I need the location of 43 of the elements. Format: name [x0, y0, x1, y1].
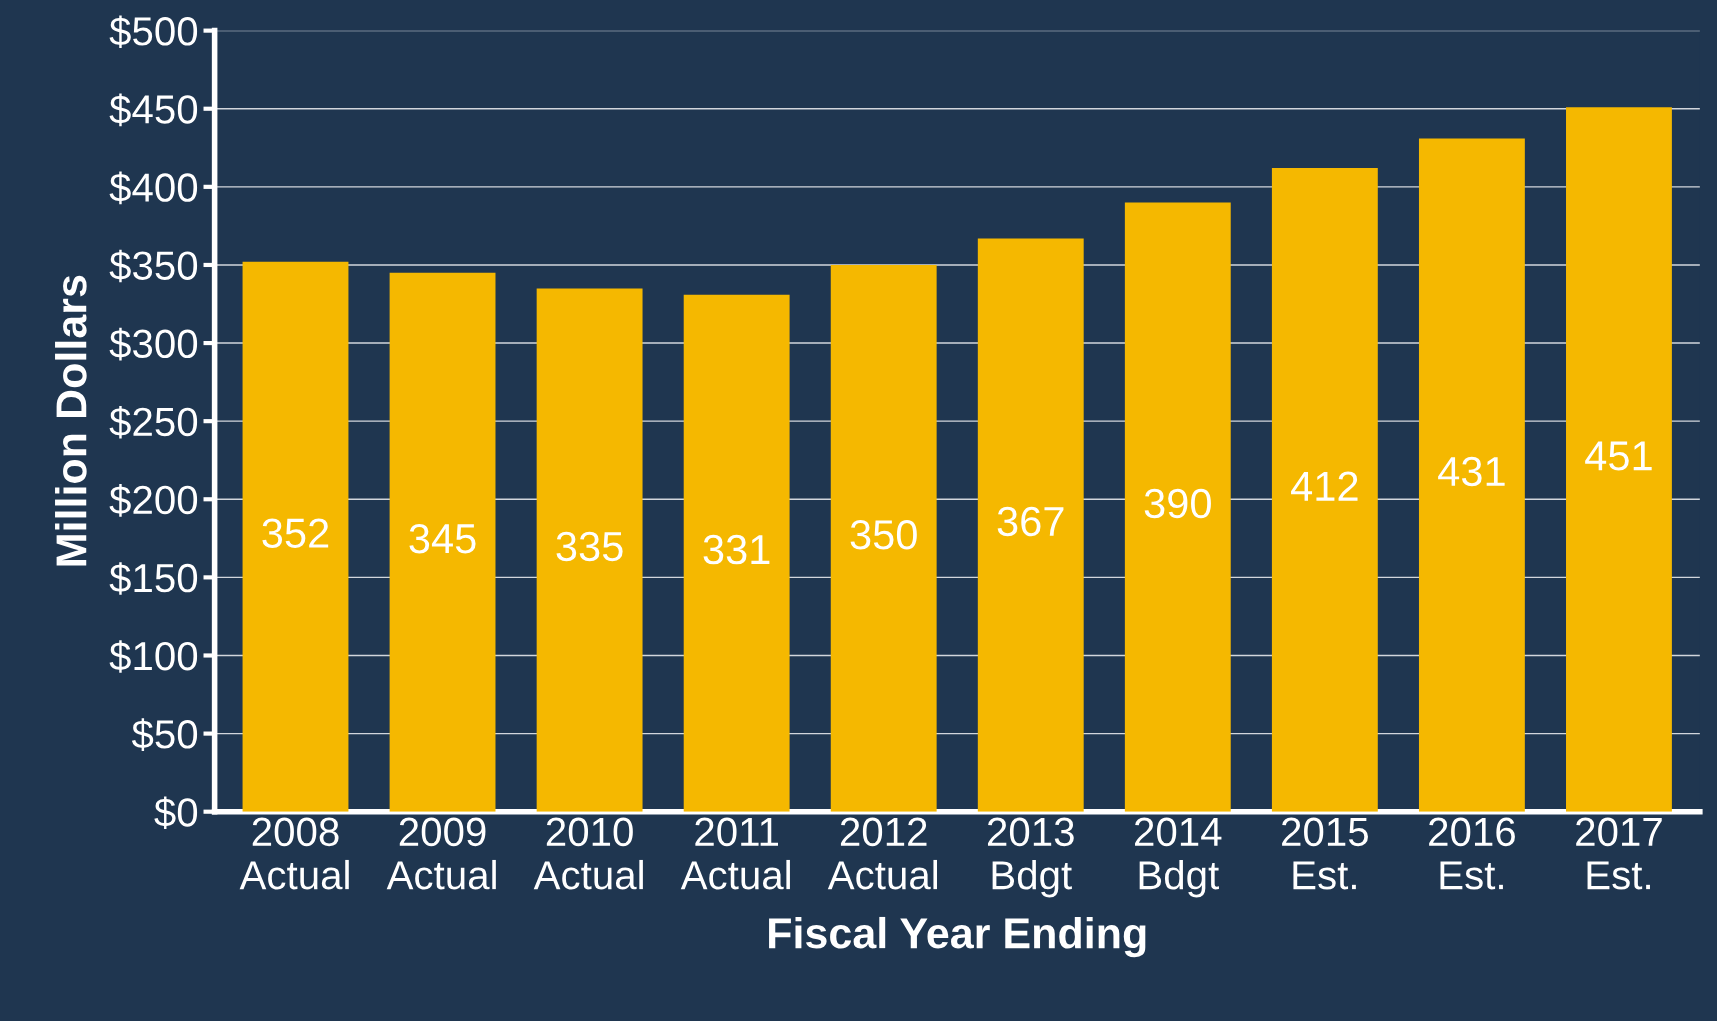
x-tick-label: 2009 Actual	[386, 817, 496, 890]
bar	[242, 261, 349, 812]
y-tick-label: $400	[109, 171, 198, 205]
bar	[389, 272, 496, 812]
x-tick-label: 2010 Actual	[533, 817, 643, 890]
bar	[1271, 168, 1378, 812]
y-tick-label: $50	[131, 718, 198, 751]
data-label: 335	[556, 531, 623, 562]
bar	[977, 238, 1084, 812]
data-label: 431	[1438, 456, 1505, 487]
y-axis-title: Million Dollars	[55, 275, 87, 566]
data-label: 367	[997, 506, 1064, 537]
data-label: 451	[1585, 441, 1652, 471]
x-axis-title: Fiscal Year Ending	[769, 916, 1146, 958]
y-tick-label: $200	[109, 484, 198, 517]
data-label: 331	[703, 534, 770, 565]
y-tick-label: $350	[109, 249, 198, 283]
y-tick-label: $0	[154, 796, 198, 830]
bar	[1124, 202, 1231, 812]
x-tick-label: 2014 Bdgt	[1135, 817, 1222, 898]
data-label: 352	[262, 518, 329, 548]
x-tick-label: 2016 Est.	[1429, 817, 1515, 890]
x-tick-label: 2012 Actual	[827, 817, 937, 890]
bar	[536, 288, 643, 812]
bar	[1418, 138, 1525, 812]
x-tick-label: 2011 Actual	[680, 817, 790, 890]
x-tick-label: 2015 Est.	[1282, 817, 1368, 890]
bar	[830, 264, 937, 812]
x-tick-label: 2017 Est.	[1576, 817, 1662, 890]
y-tick-label: $500	[109, 15, 198, 49]
y-tick-label: $250	[109, 405, 198, 439]
y-tick-label: $300	[109, 327, 198, 361]
bar	[683, 294, 790, 812]
y-tick-label: $450	[109, 93, 198, 127]
x-tick-label: 2013 Bdgt	[987, 817, 1074, 898]
bar	[1566, 107, 1672, 812]
x-tick-label: 2008 Actual	[239, 817, 349, 890]
y-tick-label: $100	[109, 640, 198, 673]
data-label: 345	[409, 523, 476, 554]
y-tick-label: $150	[109, 562, 198, 595]
data-label: 412	[1291, 471, 1358, 501]
data-label: 350	[850, 520, 917, 550]
data-label: 390	[1144, 488, 1211, 519]
